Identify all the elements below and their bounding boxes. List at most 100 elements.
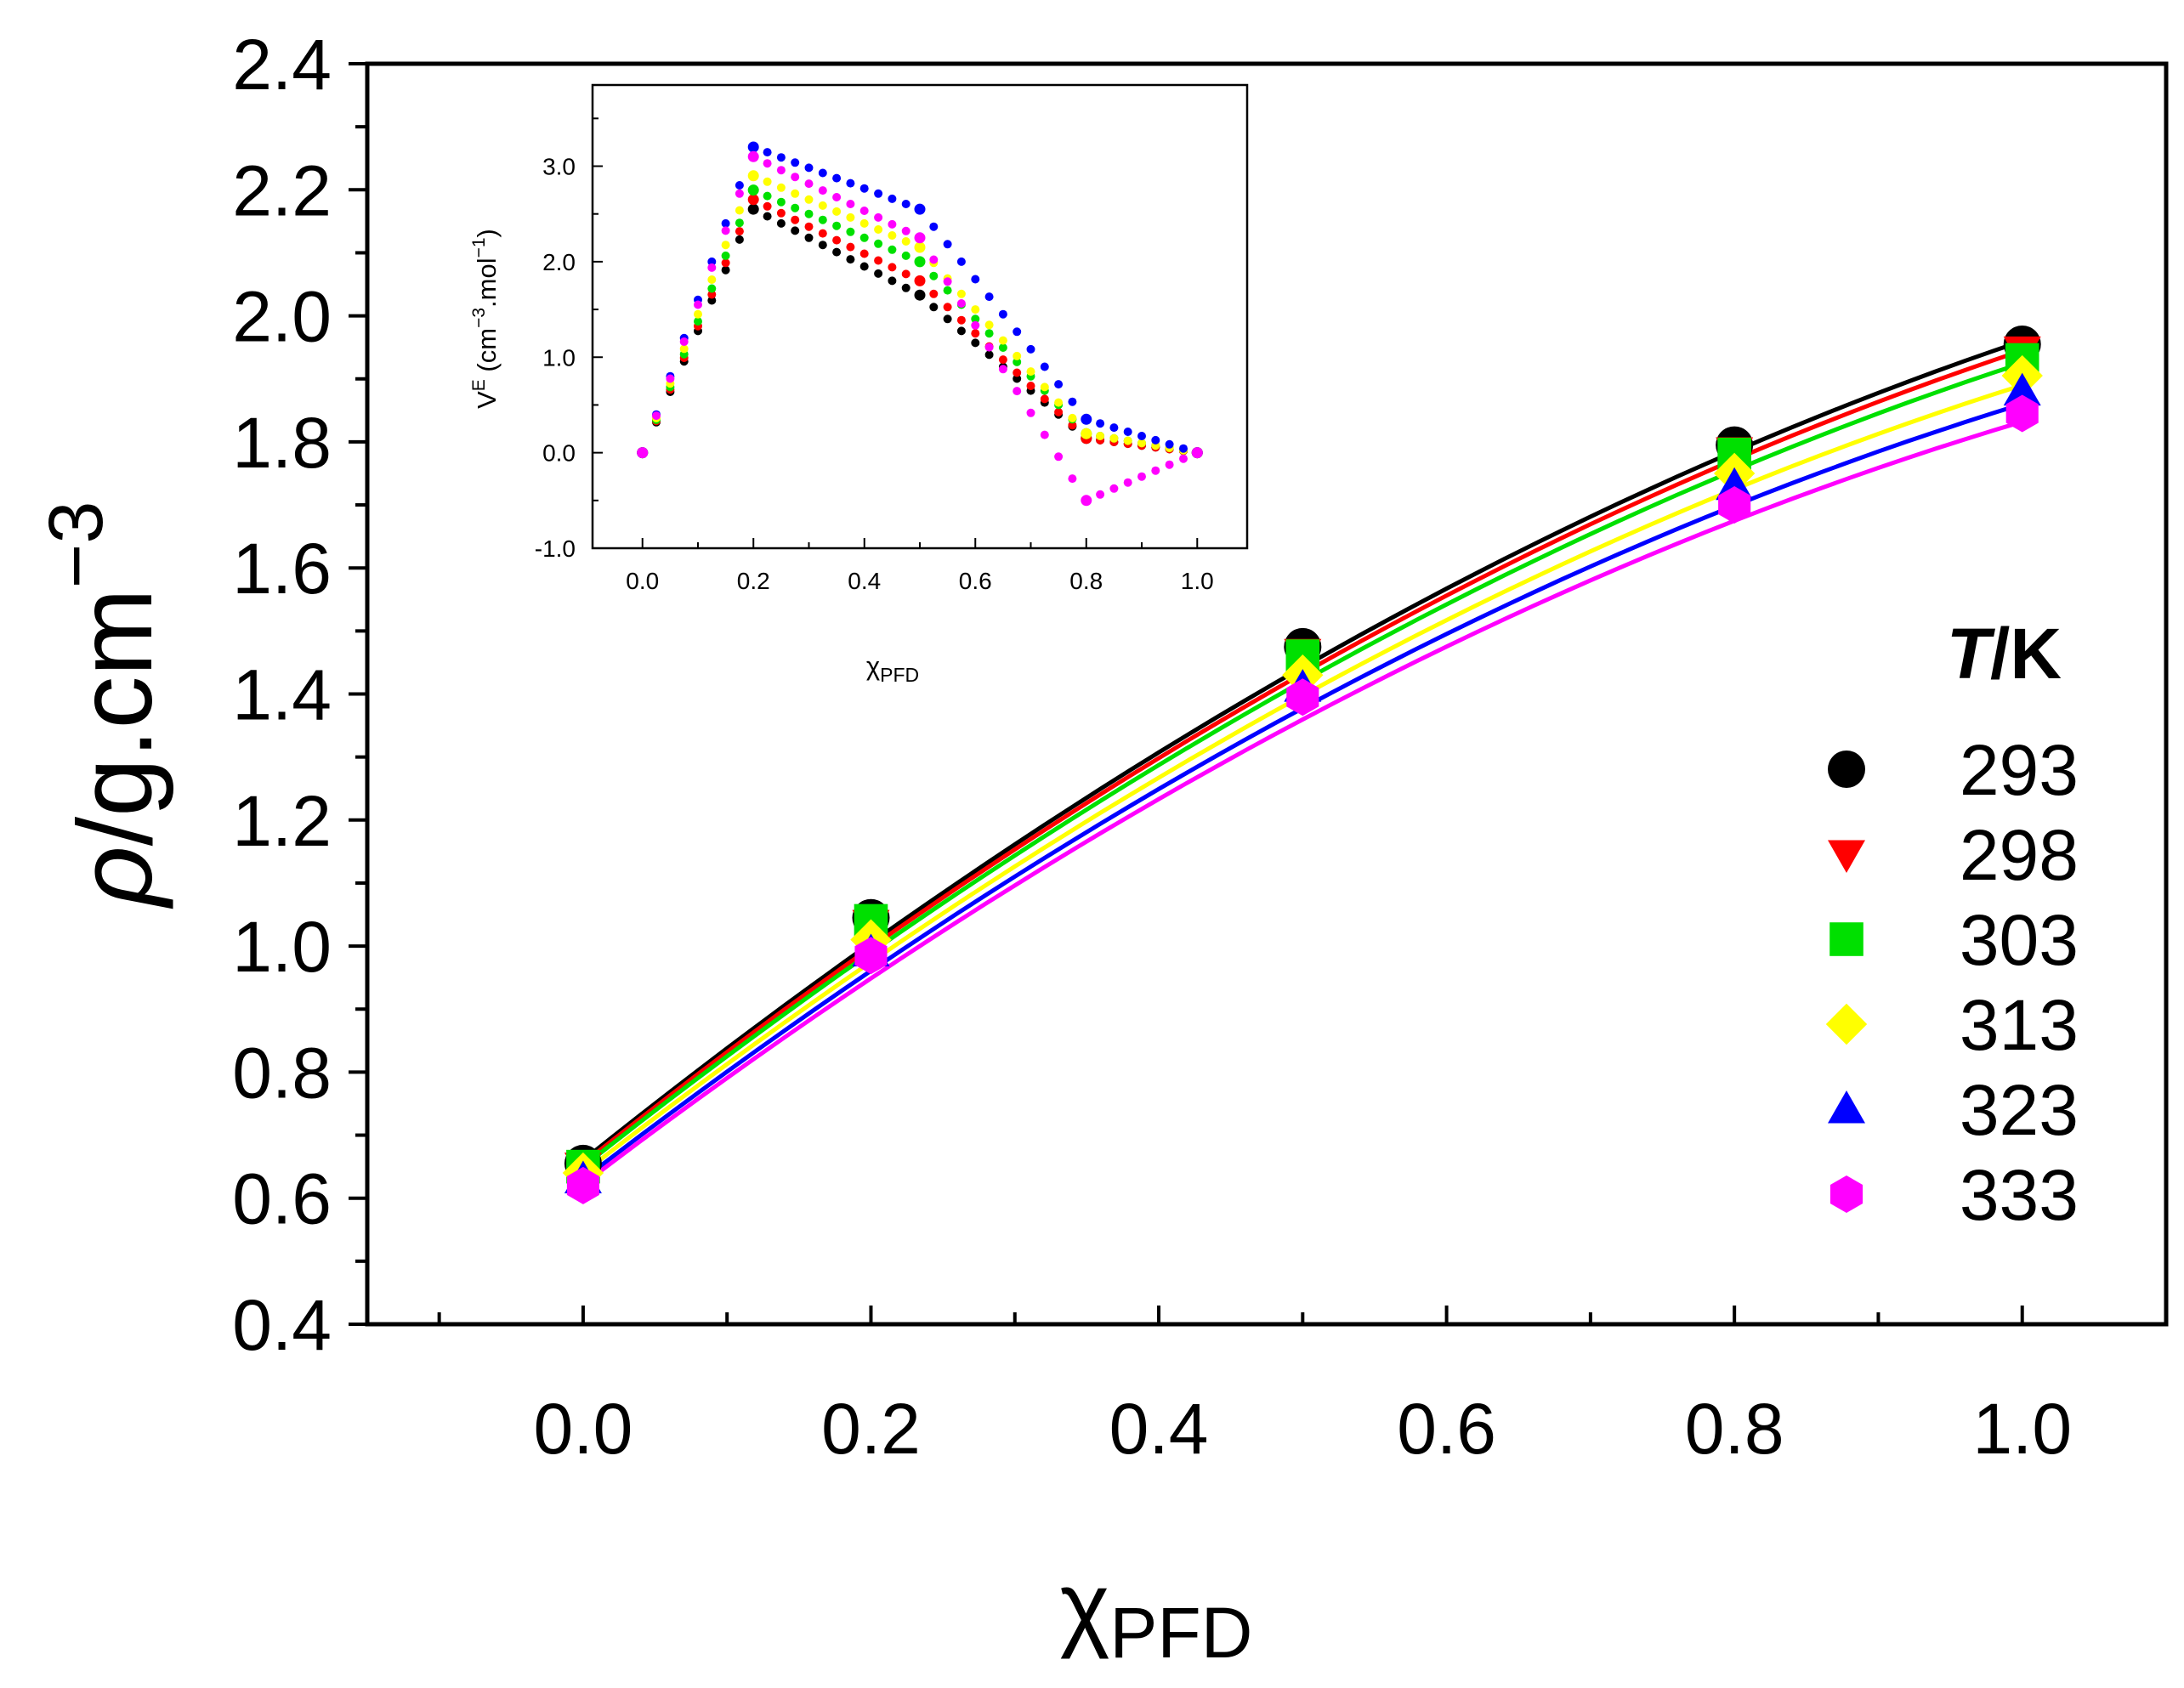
inset-dot-293 xyxy=(721,265,730,275)
inset-dot-323 xyxy=(859,184,869,193)
inset-dot-293 xyxy=(791,226,800,235)
inset-dot-298 xyxy=(1040,394,1049,404)
inset-dot-323 xyxy=(763,148,772,157)
inset-dot-303 xyxy=(707,284,717,293)
inset-dot-323 xyxy=(1040,362,1049,371)
inset-point-298 xyxy=(914,275,926,286)
inset-x-tick-label: 1.0 xyxy=(1181,568,1214,594)
y-tick-label: 2.4 xyxy=(232,25,332,105)
inset-y-axis-label-mid2: .mol xyxy=(472,258,502,308)
inset-dot-323 xyxy=(804,163,814,173)
inset-x-axis-label: χPFD xyxy=(866,651,919,686)
inset-dot-333 xyxy=(1109,484,1119,493)
inset-point-298 xyxy=(747,194,759,206)
inset-dot-293 xyxy=(707,296,717,305)
inset-dot-298 xyxy=(832,235,842,245)
inset-dot-323 xyxy=(1109,423,1119,433)
inset-dot-333 xyxy=(1151,466,1160,475)
inset-dot-293 xyxy=(984,350,994,360)
inset-dot-323 xyxy=(1013,327,1022,337)
inset-dot-323 xyxy=(1179,444,1188,453)
legend-marker-333 xyxy=(1829,1175,1863,1213)
inset-data-points xyxy=(637,141,1203,507)
inset-dot-313 xyxy=(832,207,842,216)
inset-dot-313 xyxy=(846,212,855,222)
inset-point-303 xyxy=(747,184,759,196)
point-333 xyxy=(2005,394,2039,433)
inset-dot-323 xyxy=(874,189,883,198)
inset-dot-313 xyxy=(679,344,689,354)
legend-label-293: 293 xyxy=(1960,730,2079,810)
inset-dot-333 xyxy=(901,226,910,235)
inset-point-313 xyxy=(1081,428,1092,439)
x-tick-label: 1.0 xyxy=(1972,1389,2072,1469)
inset-dot-333 xyxy=(818,186,827,195)
point-323 xyxy=(2003,372,2041,406)
inset-dot-333 xyxy=(1096,490,1105,499)
inset-dot-333 xyxy=(1026,408,1035,417)
inset-dot-298 xyxy=(735,227,744,236)
inset-dot-303 xyxy=(1013,357,1022,366)
legend-title: T/K xyxy=(1947,614,2062,694)
inset-point-293 xyxy=(914,289,926,301)
inset-dot-333 xyxy=(804,179,814,189)
inset-dot-298 xyxy=(888,263,897,272)
inset-dot-323 xyxy=(735,181,744,190)
main-y-axis-label-symbol: ρ xyxy=(57,846,174,909)
inset-dot-333 xyxy=(956,299,966,308)
inset-dot-333 xyxy=(1123,478,1132,487)
inset-dot-298 xyxy=(1054,407,1064,416)
inset-x-tick-label: 0.6 xyxy=(959,568,992,594)
inset-dot-323 xyxy=(776,153,786,162)
inset-dot-333 xyxy=(832,193,842,201)
inset-y-axis-label-sup2: −3 xyxy=(469,308,489,328)
legend-title-t: T xyxy=(1947,614,1996,694)
inset-dot-313 xyxy=(984,320,994,330)
inset-dot-293 xyxy=(776,218,786,228)
inset-dot-313 xyxy=(694,309,702,319)
inset-dot-303 xyxy=(791,203,800,212)
x-tick-label: 0.0 xyxy=(534,1389,633,1469)
point-333 xyxy=(1718,486,1751,524)
inset-x-tick-label: 0.0 xyxy=(626,568,659,594)
inset-dot-293 xyxy=(901,283,910,292)
inset-dot-333 xyxy=(763,159,772,168)
inset-dot-298 xyxy=(901,269,910,279)
inset-x-axis-label-chi: χ xyxy=(866,651,880,681)
inset-point-303 xyxy=(914,256,926,268)
inset-dot-323 xyxy=(888,194,897,203)
inset-dot-303 xyxy=(763,191,772,201)
inset-dot-293 xyxy=(804,233,814,242)
inset-dot-333 xyxy=(679,337,689,346)
inset-dot-323 xyxy=(1165,439,1174,449)
inset-dot-313 xyxy=(859,218,869,228)
inset-dot-333 xyxy=(859,207,869,215)
inset-dot-298 xyxy=(791,215,800,224)
inset-point-323 xyxy=(1081,413,1092,425)
inset-dot-323 xyxy=(818,168,827,178)
inset-dot-298 xyxy=(998,355,1007,365)
inset-dot-298 xyxy=(776,208,786,218)
inset-dot-333 xyxy=(652,411,661,421)
inset-dot-333 xyxy=(735,189,744,198)
inset-dot-303 xyxy=(929,271,939,280)
inset-axis-ticks: -1.0 0.0 1.0 2.0 3.0 0.0 0.2 0.4 0.6 0.8 1.0 xyxy=(535,117,1214,594)
inset-point-323 xyxy=(914,203,926,215)
inset-point-333 xyxy=(1081,495,1092,507)
inset-dot-333 xyxy=(1179,454,1188,463)
inset-dot-313 xyxy=(721,241,730,250)
inset-dot-333 xyxy=(846,200,855,208)
inset-dot-323 xyxy=(846,178,855,188)
inset-dot-303 xyxy=(901,251,910,260)
inset-dot-293 xyxy=(929,303,939,312)
inset-dot-313 xyxy=(791,189,800,198)
inset-dot-333 xyxy=(791,173,800,182)
inset-x-axis-label-sub: PFD xyxy=(880,664,919,686)
inset-dot-333 xyxy=(666,374,675,383)
inset-dot-313 xyxy=(998,336,1007,345)
legend-marker-293 xyxy=(1828,751,1865,788)
inset-dot-333 xyxy=(776,166,786,175)
inset-dot-298 xyxy=(1068,421,1077,430)
